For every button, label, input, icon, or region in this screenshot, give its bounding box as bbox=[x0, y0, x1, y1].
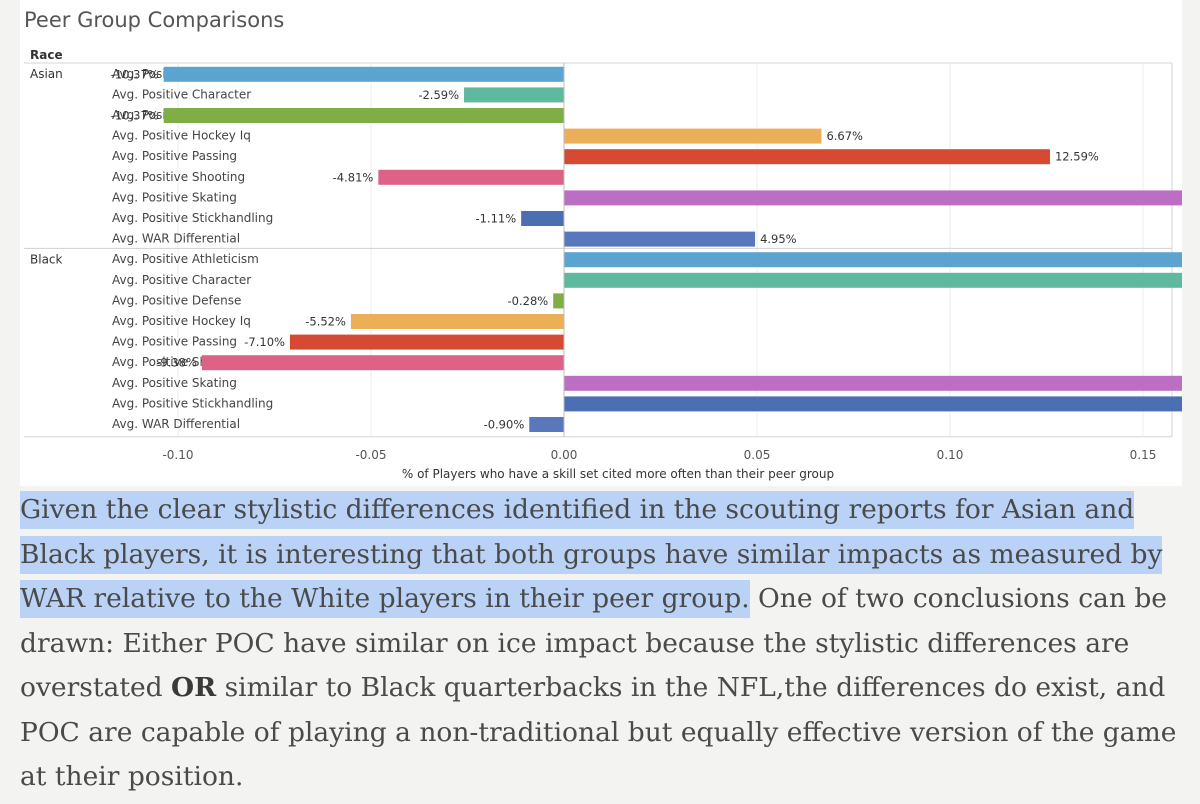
chart-title: Peer Group Comparisons bbox=[24, 8, 284, 32]
data-label: 12.59% bbox=[1055, 150, 1099, 164]
data-label: 6.67% bbox=[826, 129, 863, 143]
bar bbox=[564, 149, 1050, 165]
measure-label: Avg. Positive Skating bbox=[112, 376, 237, 390]
bar bbox=[350, 314, 564, 329]
measure-label: Avg. WAR Differential bbox=[112, 417, 240, 431]
x-tick-label: -0.10 bbox=[162, 448, 193, 462]
x-tick-label: 0.00 bbox=[551, 448, 578, 462]
measure-label: Avg. Positive Stickhandling bbox=[112, 211, 273, 225]
data-label: -9.38% bbox=[156, 356, 197, 370]
bar bbox=[529, 417, 564, 432]
bold-or: OR bbox=[171, 672, 217, 703]
data-label: -10.37% bbox=[111, 67, 159, 81]
measure-label: Avg. Positive Hockey Iq bbox=[112, 314, 251, 328]
measure-label: Avg. Positive Passing bbox=[112, 335, 237, 349]
article-paragraph: Given the clear stylistic differences id… bbox=[0, 486, 1200, 804]
bar bbox=[564, 375, 1182, 391]
bar bbox=[201, 355, 564, 371]
bar bbox=[564, 272, 1182, 288]
highlighted-sentence: Given the clear stylistic differences id… bbox=[20, 491, 1163, 618]
x-tick-label: 0.05 bbox=[744, 448, 771, 462]
data-label: 4.95% bbox=[760, 232, 797, 246]
data-label: -2.59% bbox=[418, 88, 459, 102]
measure-label: Avg. Positive Defense bbox=[112, 293, 241, 307]
paragraph-text-end: similar to Black quarterbacks in the NFL… bbox=[20, 672, 1177, 792]
paragraph-text: One of two conclusions can be drawn: Eit… bbox=[20, 583, 1167, 703]
measure-label: Avg. Positive Character bbox=[112, 87, 251, 101]
bar bbox=[564, 252, 1182, 268]
bar bbox=[564, 396, 1182, 412]
bar bbox=[289, 334, 564, 350]
measure-label: Avg. Positive Athleticism bbox=[112, 252, 259, 266]
bar bbox=[464, 87, 564, 103]
chart-panel: Peer Group Comparisons Race Asian Avg. Po… bbox=[20, 0, 1182, 486]
race-label: Black bbox=[30, 252, 63, 266]
measure-label: Avg. Positive Character bbox=[112, 273, 251, 287]
data-label: -7.10% bbox=[244, 335, 285, 349]
data-label: -10.37% bbox=[111, 109, 159, 123]
measure-label: Avg. Positive Shooting bbox=[112, 170, 245, 184]
data-label: -5.52% bbox=[305, 315, 346, 329]
bar-chart: Peer Group Comparisons Race Asian Avg. Po… bbox=[24, 8, 1182, 481]
data-label: -1.11% bbox=[475, 212, 516, 226]
measure-label: Avg. Positive Stickhandling bbox=[112, 396, 273, 410]
data-label: -0.28% bbox=[508, 294, 549, 308]
measure-label: Avg. Positive Skating bbox=[112, 190, 237, 204]
data-label: -0.90% bbox=[484, 418, 525, 432]
x-tick-label: 0.10 bbox=[937, 448, 964, 462]
measure-label: Avg. WAR Differential bbox=[112, 232, 240, 246]
data-label: -4.81% bbox=[333, 170, 374, 184]
bar bbox=[163, 66, 564, 82]
bar bbox=[564, 190, 1182, 206]
bar bbox=[553, 293, 564, 309]
bar bbox=[564, 231, 756, 247]
race-label: Asian bbox=[30, 67, 63, 81]
bar bbox=[564, 128, 822, 144]
bar bbox=[378, 169, 564, 185]
x-tick-label: -0.05 bbox=[355, 448, 386, 462]
plot-area: Asian Avg. Positive Athleticism -10.37% Avg… bbox=[24, 62, 1182, 462]
measure-label: Avg. Positive Hockey Iq bbox=[112, 129, 251, 143]
x-tick-label: 0.15 bbox=[1130, 448, 1157, 462]
x-axis-title: % of Players who have a skill set cited … bbox=[402, 467, 834, 481]
race-column-header: Race bbox=[30, 48, 63, 62]
bar bbox=[163, 108, 564, 123]
measure-label: Avg. Positive Passing bbox=[112, 149, 237, 163]
bar bbox=[521, 211, 564, 226]
